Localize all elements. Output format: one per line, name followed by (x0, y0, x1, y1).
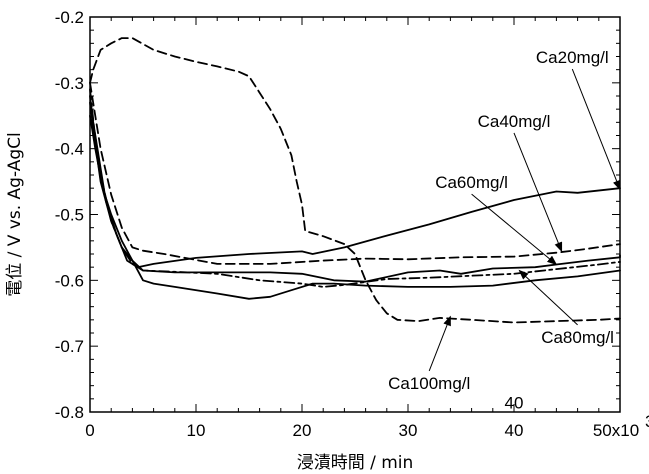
annotation-arrow (571, 68, 621, 191)
series-layer (89, 37, 621, 324)
y-tick-label: -0.5 (55, 206, 84, 225)
x-tick-label: 50x10 (593, 421, 639, 440)
y-tick-label: -0.7 (55, 337, 84, 356)
y-tick-label: -0.4 (55, 140, 84, 159)
y-tick-label: -0.8 (55, 403, 84, 422)
x-tick-label: 20 (293, 421, 312, 440)
annotation-arrow (428, 315, 451, 372)
series-line-ca80mg-l (89, 88, 621, 288)
y-tick-label: -0.3 (55, 74, 84, 93)
x-tick-label: 30 (399, 421, 418, 440)
annotation-label: Ca40mg/l (478, 112, 551, 131)
x-axis-title: 浸漬時間 / min (297, 453, 414, 473)
annotation-label: Ca20mg/l (536, 48, 609, 67)
plot-frame (89, 16, 621, 413)
series-line-ca100mg-l (89, 37, 621, 324)
y-tick-label: -0.6 (55, 271, 84, 290)
annotation-label: Ca80mg/l (541, 328, 614, 347)
y-tick-label: -0.2 (55, 8, 84, 27)
annotation-arrow (518, 269, 578, 326)
x-tick-labels: 0 10 20 30 40 50x10 3 (85, 412, 649, 440)
stray-label: 40 (505, 394, 524, 413)
x-tick-label: 40 (505, 421, 524, 440)
annotation-label: Ca100mg/l (388, 374, 470, 393)
x-tick-label: 0 (85, 421, 94, 440)
x-tick-exponent: 3 (645, 412, 649, 431)
series-line-ca40mg-l (89, 81, 621, 265)
x-tick-label: 10 (187, 421, 206, 440)
annotation-label: Ca60mg/l (435, 173, 508, 192)
annotation-arrow (471, 193, 558, 266)
annotation-arrow (513, 132, 563, 253)
axis-ticks (89, 16, 621, 413)
y-tick-labels: -0.8 -0.7 -0.6 -0.5 -0.4 -0.3 -0.2 (55, 8, 84, 422)
series-line-ca60mg-l-early (89, 114, 621, 300)
y-axis-title: 電位 / V vs. Ag-AgCl (5, 132, 25, 297)
annotation-layer: Ca20mg/l Ca40mg/l Ca60mg/l Ca80mg/l Ca100mg/… (388, 48, 621, 413)
